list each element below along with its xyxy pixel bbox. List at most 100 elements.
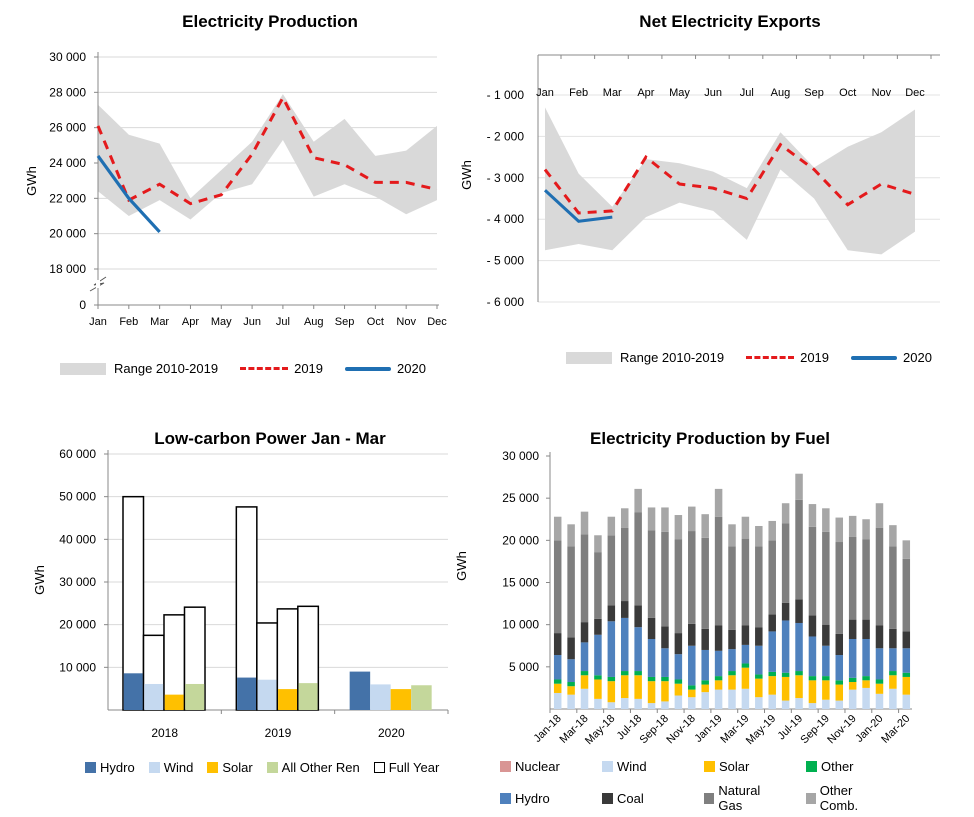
bar-segment-other-comb-	[594, 535, 602, 553]
low-carbon-legend: Hydro Wind Solar All Other Ren Full Year	[85, 760, 453, 775]
bar-segment-other-comb-	[835, 517, 844, 543]
legend-swatch	[373, 762, 385, 773]
bar-segment-solar	[875, 683, 884, 694]
bar-segment-natural-gas	[688, 531, 696, 624]
bar-segment-solar	[902, 676, 911, 695]
y-tick-label: 50 000	[59, 490, 96, 504]
bar-segment-natural-gas	[553, 540, 562, 634]
net-exports-chart: Net Electricity Exports - 1 000- 2 000- …	[459, 0, 974, 400]
bar-segment-other-comb-	[701, 514, 709, 538]
x-tick-label: May	[669, 87, 690, 99]
x-tick-label: 2019	[265, 726, 292, 740]
legend-label: Full Year	[388, 760, 440, 775]
bar-segment-other-comb-	[889, 525, 897, 547]
bar-segment-wind	[688, 697, 696, 709]
range-swatch	[60, 362, 106, 375]
bar-segment-other	[862, 676, 870, 681]
bar-segment-other-comb-	[741, 516, 750, 539]
bar-segment-wind	[701, 692, 709, 709]
legend-label: Coal	[617, 790, 644, 806]
bar-segment-coal	[661, 626, 669, 649]
legend-item: Hydro	[85, 760, 135, 775]
bar-segment-solar	[701, 684, 709, 693]
x-tick-label: Nov	[872, 87, 892, 99]
bar-segment-hydro	[647, 639, 656, 677]
bar-solar	[390, 689, 412, 710]
bar-segment-other	[875, 679, 884, 684]
legend-item: Wind	[148, 760, 193, 775]
bar-segment-solar	[781, 676, 790, 701]
bar-segment-other	[553, 679, 562, 684]
bar-segment-coal	[781, 602, 790, 621]
bar-segment-other	[594, 675, 602, 680]
bar-segment-hydro	[781, 620, 790, 673]
bar-segment-natural-gas	[902, 558, 911, 632]
by-fuel-legend: Nuclear Wind Solar Other Hydro Coal Natural Ga…	[500, 759, 908, 813]
legend-item: Full Year	[373, 760, 440, 775]
bar-segment-solar	[661, 681, 669, 702]
bar-hydro	[349, 671, 371, 710]
y-tick-label: 26 000	[49, 121, 86, 135]
bar-segment-solar	[634, 675, 642, 699]
bar-segment-other-comb-	[580, 511, 589, 535]
bar-segment-solar	[768, 676, 776, 695]
series-line-2019	[96, 94, 438, 206]
bar-segment-hydro	[728, 649, 736, 672]
y-tick-label: 28 000	[49, 85, 86, 99]
x-tick-label: Mar	[150, 316, 169, 328]
bar-segment-natural-gas	[822, 531, 830, 625]
x-tick-label: Jun	[243, 316, 261, 328]
x-tick-label: Apr	[182, 316, 199, 328]
bar-hydro	[237, 677, 257, 710]
chart-title: Electricity Production	[182, 12, 358, 31]
exports-plot: - 1 000 - 2 000 - 3 000 - 4 000 - 5 000 - 6 0…	[459, 54, 940, 309]
bar-segment-other	[701, 680, 709, 685]
bar-segment-solar	[848, 682, 857, 690]
dashed-line-swatch	[240, 367, 289, 370]
bar-segment-wind	[848, 689, 857, 709]
bar-segment-wind	[580, 688, 589, 709]
bar-segment-wind	[795, 698, 803, 709]
bar-segment-coal	[620, 601, 629, 618]
y-axis-label: GWh	[459, 160, 474, 190]
y-tick-label: 30 000	[502, 449, 539, 463]
bar-segment-wind	[567, 694, 575, 709]
bar-segment-other-comb-	[822, 508, 830, 532]
bar-segment-natural-gas	[634, 512, 642, 606]
bar-segment-wind	[647, 703, 656, 709]
legend-label: Range 2010-2019	[114, 361, 219, 376]
bar-segment-wind	[620, 698, 629, 709]
bar-segment-coal	[822, 624, 830, 646]
x-tick-label: Jun	[704, 87, 722, 99]
x-tick-label: Aug	[771, 87, 791, 99]
range-swatch	[566, 351, 612, 364]
bar-segment-hydro	[862, 639, 870, 677]
bar-segment-coal	[902, 631, 911, 649]
y-tick-label: 20 000	[59, 618, 96, 632]
bar-segment-coal	[701, 628, 709, 650]
legend-swatch	[266, 762, 278, 773]
legend-label: Solar	[222, 760, 253, 775]
bar-segment-solar	[741, 667, 750, 689]
bar-all-other-ren	[185, 683, 205, 710]
legend-item-range: Range 2010-2019	[60, 361, 218, 376]
bar-segment-solar	[822, 680, 830, 700]
bar-segment-hydro	[889, 648, 897, 672]
bar-segment-other	[580, 671, 589, 676]
chart-title: Net Electricity Exports	[639, 12, 821, 31]
y-tick-label: 0	[79, 298, 86, 312]
bar-wind	[370, 684, 391, 710]
x-tick-label: May-19	[744, 713, 778, 747]
y-tick-label: - 4 000	[487, 212, 525, 226]
bar-segment-natural-gas	[808, 526, 817, 616]
legend-swatch	[207, 762, 219, 773]
bar-segment-solar	[889, 675, 897, 689]
bar-segment-natural-gas	[862, 539, 870, 620]
y-tick-label: - 1 000	[487, 88, 525, 102]
legend-swatch	[148, 762, 160, 773]
legend-item-2019: 2019	[746, 350, 829, 365]
legend-label: Hydro	[515, 790, 550, 806]
legend-item: Coal	[602, 783, 682, 813]
bar-segment-hydro	[594, 634, 602, 676]
bar-segment-coal	[728, 629, 736, 650]
